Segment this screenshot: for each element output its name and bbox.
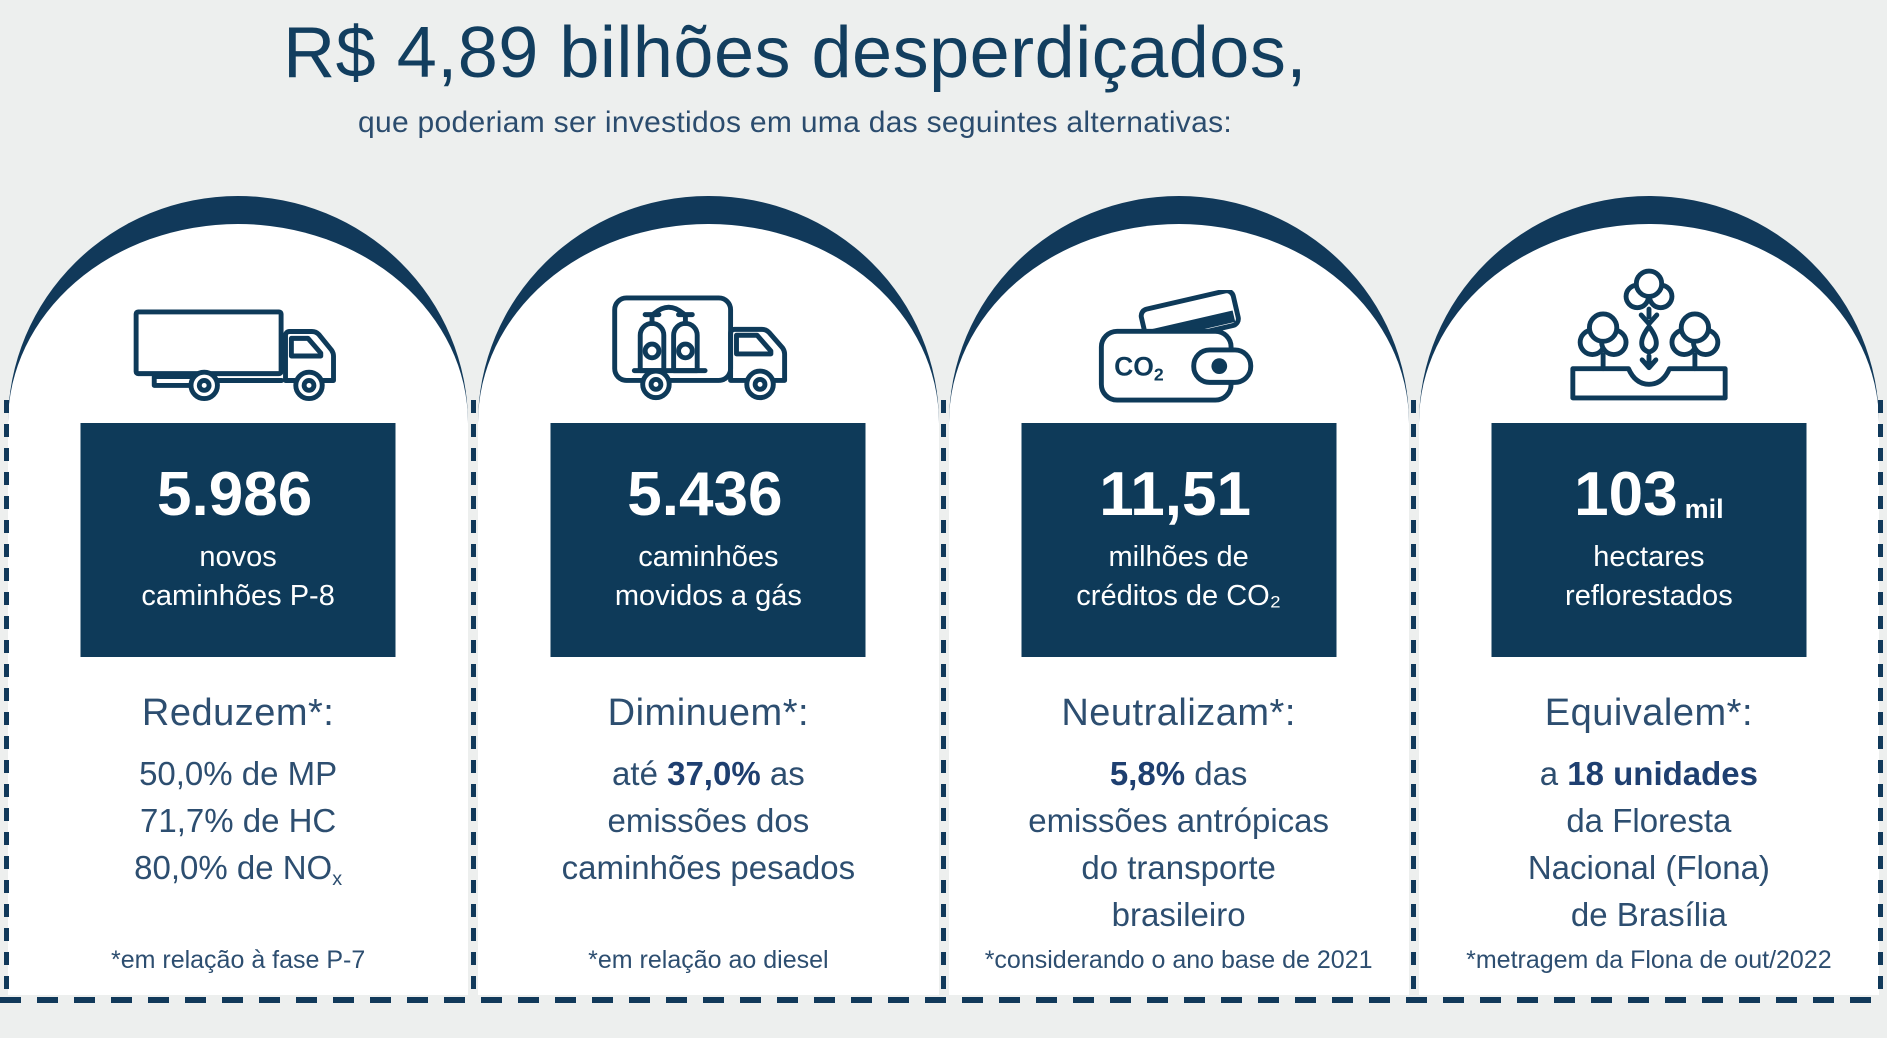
body-segment: até [612,755,668,792]
header: R$ 4,89 bilhões desperdiçados, que poder… [0,0,1590,140]
stat-suffix: mil [1684,494,1724,524]
stat-label: milhões de créditos de CO₂ [1076,538,1281,616]
stat-label-line: caminhões P-8 [141,580,335,612]
stat-number: 5.986 [157,460,313,529]
dashed-divider-vertical [941,400,946,1000]
card-heading: Diminuem*: [607,692,810,734]
card-footnote: *em relação ao diesel [588,946,829,974]
body-line: 5,8% das [949,750,1409,797]
body-line: Nacional (Flona) [1419,844,1879,891]
body-segment: 18 unidades [1567,755,1758,792]
card-footnote: *considerando o ano base de 2021 [984,946,1373,974]
body-line: de Brasília [1419,891,1879,938]
body-segment: do transporte [1081,849,1276,886]
stat-box: 5.986 novos caminhões P-8 [80,423,396,657]
body-line: brasileiro [949,891,1409,938]
body-line: da Floresta [1419,797,1879,844]
stat-number: 5.436 [627,460,783,529]
card-creditos-co2: CO2 11,51 milhões de créditos de CO₂ Neu… [948,196,1409,995]
stat-label-line: hectares [1593,541,1705,573]
stat-box: 103 mil hectares reflorestados [1491,423,1807,657]
body-segment: 50,0% de MP [139,755,338,792]
body-segment: 37,0% [667,755,761,792]
body-segment: 5,8% [1109,755,1186,792]
stat-number: 11,51 [1099,460,1251,529]
body-segment: as [760,755,805,792]
body-line: emissões antrópicas [949,797,1409,844]
body-segment: a [1539,755,1568,792]
card-icon-wrap [478,254,938,404]
card-body: 5,8% das emissões antrópicas do transporte… [949,750,1409,938]
stat-label: hectares reflorestados [1565,538,1733,616]
body-segment: caminhões pesados [561,849,856,886]
body-line: caminhões pesados [478,844,938,891]
stat-box: 5.436 caminhões movidos a gás [550,423,866,657]
stat-label-line: caminhões [638,541,779,573]
page-title: R$ 4,89 bilhões desperdiçados, [283,13,1307,93]
card-caminhoes-gas: 5.436 caminhões movidos a gás Diminuem*:… [478,196,939,995]
body-segment: Nacional (Flona) [1527,849,1770,886]
stat-value: 5.986 [157,464,319,526]
dashed-border-bottom [0,997,1887,1003]
stat-value: 103 mil [1574,464,1723,526]
stat-value: 5.436 [627,464,789,526]
co2-wallet-icon: CO2 [1098,290,1253,403]
stat-label: caminhões movidos a gás [615,538,802,616]
body-line: do transporte [949,844,1409,891]
gas-truck-icon [612,295,788,401]
reforestation-icon [1570,268,1728,401]
body-segment: x [332,867,343,890]
stat-label-line: milhões de [1108,541,1249,573]
stat-number: 103 [1574,460,1678,529]
card-hectares-reflorestados: 103 mil hectares reflorestados Equivalem… [1418,196,1879,995]
stat-label: novos caminhões P-8 [141,538,334,616]
stat-label-line: movidos a gás [614,580,802,612]
cards-row: 5.986 novos caminhões P-8 Reduzem*: 50,0… [8,196,1879,995]
svg-text:CO2: CO2 [1114,352,1164,385]
card-body: até 37,0% as emissões dos caminhões pesado… [478,750,938,891]
card-icon-wrap: CO2 [949,254,1409,404]
card-footnote: *em relação à fase P-7 [110,946,366,974]
stat-box: 11,51 milhões de créditos de CO₂ [1021,423,1337,657]
body-line: 71,7% de HC [8,797,468,844]
box-truck-icon [133,309,337,402]
card-novos-caminhoes: 5.986 novos caminhões P-8 Reduzem*: 50,0… [8,196,469,995]
stat-label-line: reflorestados [1565,580,1733,612]
card-footnote: *metragem da Flona de out/2022 [1466,946,1832,974]
dashed-divider-vertical [1878,400,1883,1000]
body-segment: 80,0% de NO [134,849,333,886]
card-heading: Equivalem*: [1544,692,1753,734]
stat-value: 11,51 [1099,464,1258,526]
dashed-divider-vertical [4,400,9,1000]
body-segment: da Floresta [1566,802,1732,839]
stat-label-line: novos [199,541,277,573]
body-line: até 37,0% as [478,750,938,797]
body-segment: emissões antrópicas [1028,802,1330,839]
card-icon-wrap [1419,254,1879,404]
card-heading: Reduzem*: [141,692,335,734]
body-line: 80,0% de NOx [8,844,468,903]
card-body: a 18 unidades da Floresta Nacional (Flona)… [1419,750,1879,938]
stat-label-line: créditos de CO₂ [1076,580,1281,612]
card-icon-wrap [8,254,468,404]
body-segment: das [1185,755,1248,792]
body-line: 50,0% de MP [8,750,468,797]
body-segment: de Brasília [1570,896,1727,933]
card-heading: Neutralizam*: [1061,692,1296,734]
page-subtitle: que poderiam ser investidos em uma das s… [357,105,1233,139]
body-line: emissões dos [478,797,938,844]
dashed-divider-vertical [471,400,476,1000]
body-segment: brasileiro [1111,896,1246,933]
dashed-divider-vertical [1411,400,1416,1000]
body-line: a 18 unidades [1419,750,1879,797]
card-body: 50,0% de MP 71,7% de HC 80,0% de NOx [8,750,468,903]
body-segment: 71,7% de HC [139,802,337,839]
body-segment: emissões dos [607,802,810,839]
